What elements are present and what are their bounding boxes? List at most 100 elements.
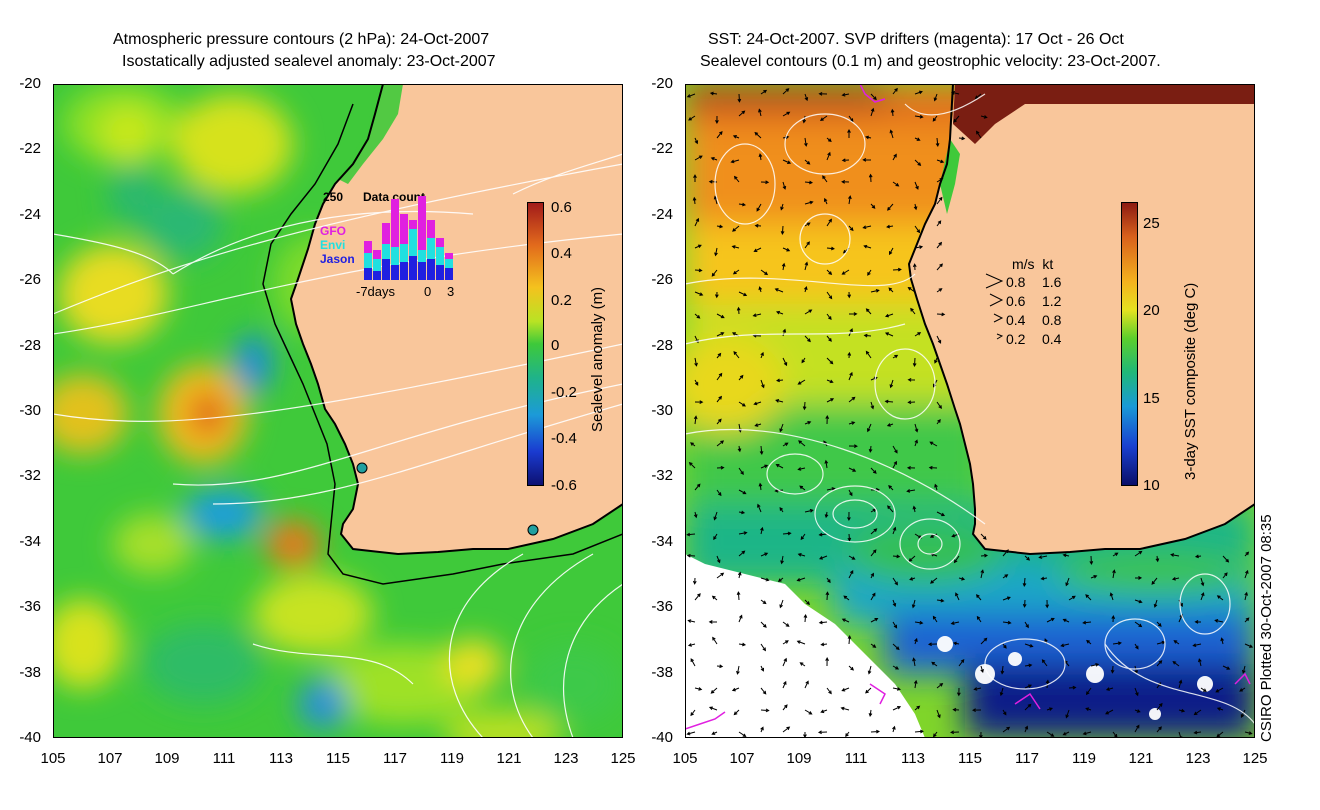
velocity-arrow	[914, 705, 921, 711]
velocity-arrow	[716, 224, 724, 229]
velocity-arrow	[804, 200, 814, 205]
velocity-arrow	[906, 489, 916, 493]
inset-bar-jason	[382, 259, 390, 280]
velocity-arrow	[870, 528, 878, 535]
velocity-arrow	[782, 357, 788, 367]
velocity-arrow	[825, 657, 829, 667]
velocity-arrow	[775, 399, 784, 403]
velocity-arrow	[1038, 555, 1048, 559]
velocity-arrow	[694, 268, 703, 273]
velocity-arrow	[694, 313, 701, 319]
velocity-arrow	[980, 569, 985, 579]
velocity-arrow	[804, 508, 814, 513]
velocity-legend-ms: 0.6	[1006, 293, 1026, 309]
velocity-arrow	[760, 687, 767, 695]
inset-bar-envi	[373, 259, 381, 271]
velocity-arrow	[931, 661, 938, 667]
x-tick-label: 123	[1185, 750, 1211, 767]
velocity-arrow	[933, 731, 938, 738]
velocity-arrow	[1065, 709, 1070, 719]
velocity-arrow	[738, 614, 743, 623]
velocity-arrow	[693, 174, 697, 183]
velocity-arrow	[738, 291, 748, 297]
velocity-arrow	[732, 269, 740, 275]
velocity-arrow	[1178, 708, 1186, 713]
velocity-arrow	[797, 553, 806, 557]
velocity-arrow	[1244, 731, 1253, 735]
velocity-arrow	[694, 593, 701, 601]
velocity-arrow	[911, 599, 916, 609]
velocity-arrow	[690, 658, 696, 667]
velocity-arrow	[847, 128, 851, 139]
velocity-arrow	[782, 680, 787, 689]
velocity-arrow	[782, 181, 787, 190]
velocity-arrow	[1222, 665, 1231, 670]
velocity-arrow	[870, 203, 876, 209]
velocity-arrow	[1041, 659, 1048, 667]
x-tick-label: 121	[1128, 750, 1154, 767]
velocity-arrow	[950, 91, 960, 95]
velocity-arrow	[820, 642, 828, 647]
velocity-arrow	[912, 263, 917, 271]
velocity-arrow	[1024, 555, 1031, 561]
velocity-arrow	[1112, 569, 1116, 579]
right-colorbar-tick: 20	[1143, 302, 1160, 319]
velocity-arrow	[1060, 643, 1070, 648]
velocity-arrow	[914, 637, 918, 645]
velocity-arrow	[889, 129, 894, 139]
velocity-arrow	[910, 307, 916, 315]
velocity-arrow	[1024, 621, 1029, 629]
velocity-arrow	[710, 157, 718, 161]
velocity-arrow	[870, 467, 877, 474]
velocity-arrow	[934, 357, 938, 364]
velocity-arrow	[1024, 663, 1033, 668]
velocity-arrow	[1046, 617, 1055, 623]
inset-x-right: 3	[447, 284, 455, 299]
velocity-arrow	[711, 269, 718, 277]
velocity-arrow	[804, 222, 811, 227]
inset-bar-envi	[400, 244, 408, 262]
velocity-arrow	[930, 577, 938, 584]
velocity-arrow	[716, 664, 724, 669]
velocity-arrow	[737, 571, 742, 579]
velocity-arrow	[693, 415, 698, 425]
right-colorbar-label: 3-day SST composite (deg C)	[1182, 282, 1199, 480]
velocity-arrow	[870, 572, 874, 579]
y-tick-label: -30	[651, 402, 673, 419]
velocity-arrow	[848, 555, 856, 560]
y-tick-label: -22	[19, 140, 41, 158]
velocity-arrow	[953, 555, 960, 564]
velocity-arrow	[797, 379, 806, 385]
velocity-arrow	[980, 553, 989, 558]
velocity-arrow	[1111, 615, 1116, 623]
inset-bar-envi	[409, 229, 417, 256]
velocity-arrow	[870, 93, 877, 101]
velocity-arrow	[889, 247, 894, 256]
x-tick-label: 111	[844, 750, 868, 767]
velocity-arrow	[738, 202, 747, 207]
velocity-arrow	[1220, 637, 1225, 645]
y-tick-label: -28	[19, 336, 41, 354]
velocity-arrow	[709, 91, 718, 96]
velocity-arrow	[914, 137, 921, 141]
inset-bar-gfo	[382, 223, 390, 244]
velocity-arrow	[713, 533, 718, 541]
velocity-arrow	[804, 159, 811, 165]
velocity-arrow	[892, 577, 898, 586]
velocity-arrow	[690, 709, 696, 717]
velocity-arrow	[753, 247, 762, 252]
inset-bar-gfo	[427, 220, 435, 238]
y-tick-label: -36	[651, 598, 673, 616]
velocity-arrow	[1024, 684, 1032, 689]
velocity-arrow	[714, 291, 719, 299]
velocity-arrow	[950, 730, 960, 735]
velocity-arrow	[1200, 577, 1205, 587]
velocity-arrow	[804, 599, 810, 606]
credit-text: CSIRO Plotted 30-Oct-2007 08:35	[1258, 514, 1275, 742]
velocity-arrow	[1085, 707, 1092, 711]
velocity-arrow	[1134, 687, 1139, 697]
velocity-arrow	[912, 505, 917, 513]
velocity-arrow	[936, 335, 942, 344]
velocity-arrow	[841, 92, 850, 97]
velocity-arrow	[756, 203, 762, 212]
